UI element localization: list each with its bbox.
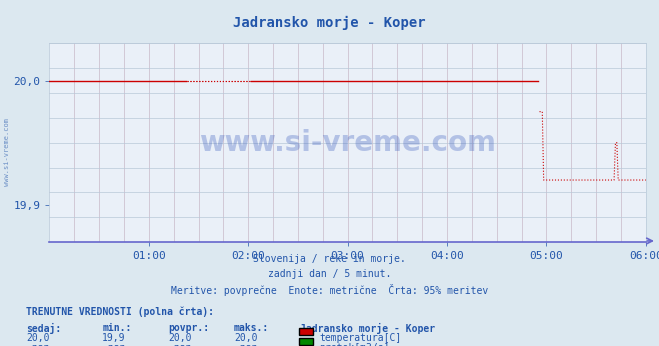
Text: Meritve: povprečne  Enote: metrične  Črta: 95% meritev: Meritve: povprečne Enote: metrične Črta:… <box>171 284 488 296</box>
Text: -nan: -nan <box>26 343 50 346</box>
Text: -nan: -nan <box>102 343 126 346</box>
Text: povpr.:: povpr.: <box>168 323 209 333</box>
Text: Jadransko morje - Koper: Jadransko morje - Koper <box>233 16 426 30</box>
Text: sedaj:: sedaj: <box>26 323 61 334</box>
Text: Jadransko morje - Koper: Jadransko morje - Koper <box>300 323 435 334</box>
Text: min.:: min.: <box>102 323 132 333</box>
Text: -nan: -nan <box>168 343 192 346</box>
Text: www.si-vreme.com: www.si-vreme.com <box>3 118 10 186</box>
Text: zadnji dan / 5 minut.: zadnji dan / 5 minut. <box>268 269 391 279</box>
Text: TRENUTNE VREDNOSTI (polna črta):: TRENUTNE VREDNOSTI (polna črta): <box>26 306 214 317</box>
Text: 20,0: 20,0 <box>168 333 192 343</box>
Text: temperatura[C]: temperatura[C] <box>320 333 402 343</box>
Text: pretok[m3/s]: pretok[m3/s] <box>320 343 390 346</box>
Text: maks.:: maks.: <box>234 323 269 333</box>
Text: -nan: -nan <box>234 343 258 346</box>
Text: www.si-vreme.com: www.si-vreme.com <box>199 129 496 157</box>
Text: 20,0: 20,0 <box>26 333 50 343</box>
Text: 20,0: 20,0 <box>234 333 258 343</box>
Text: 19,9: 19,9 <box>102 333 126 343</box>
Text: Slovenija / reke in morje.: Slovenija / reke in morje. <box>253 254 406 264</box>
